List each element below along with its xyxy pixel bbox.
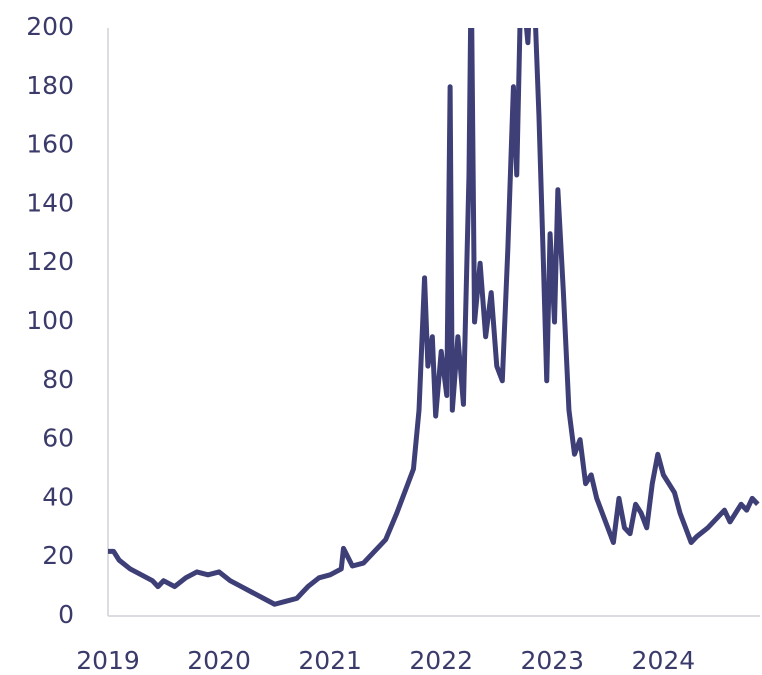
x-tick-label: 2024 <box>632 646 696 675</box>
y-tick-label: 40 <box>42 482 74 511</box>
x-tick-label: 2023 <box>520 646 584 675</box>
y-tick-label: 20 <box>42 541 74 570</box>
y-tick-label: 80 <box>42 365 74 394</box>
line <box>108 28 760 607</box>
y-tick-label: 0 <box>58 600 74 629</box>
y-tick-label: 200 <box>26 12 74 41</box>
y-tick-label: 120 <box>26 247 74 276</box>
y-tick-label: 180 <box>26 71 74 100</box>
x-tick-label: 2022 <box>409 646 473 675</box>
y-tick-label: 160 <box>26 130 74 159</box>
x-tick-label: 2021 <box>298 646 362 675</box>
y-tick-label: 140 <box>26 188 74 217</box>
y-tick-label: 100 <box>26 306 74 335</box>
x-tick-label: 2019 <box>76 646 140 675</box>
y-tick-label: 60 <box>42 424 74 453</box>
x-tick-label: 2020 <box>187 646 251 675</box>
